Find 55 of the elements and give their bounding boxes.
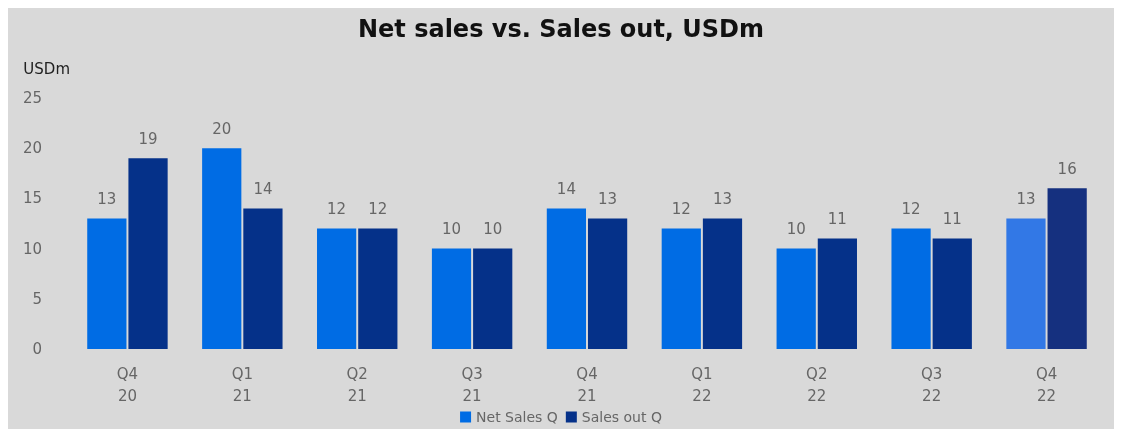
bar bbox=[587, 218, 628, 349]
bar bbox=[702, 218, 743, 349]
legend-label: Net Sales Q bbox=[476, 409, 558, 425]
bar bbox=[776, 248, 816, 349]
data-label: 11 bbox=[942, 210, 962, 229]
y-tick-label: 0 bbox=[32, 340, 42, 358]
y-tick-label: 10 bbox=[22, 239, 42, 258]
x-tick-label: Q3 22 bbox=[920, 365, 943, 405]
data-label: 20 bbox=[212, 119, 232, 138]
bar bbox=[817, 238, 857, 349]
bar bbox=[546, 208, 587, 349]
data-label: 12 bbox=[327, 200, 347, 219]
data-label: 13 bbox=[97, 189, 117, 208]
y-axis-title: USDm bbox=[23, 59, 70, 78]
data-label: 12 bbox=[671, 200, 691, 219]
bar bbox=[358, 228, 398, 349]
x-tick-label: Q1 21 bbox=[231, 365, 254, 405]
y-tick-label: 20 bbox=[22, 139, 42, 158]
data-label: 14 bbox=[253, 179, 273, 198]
x-tick-label: Q1 22 bbox=[691, 365, 713, 405]
bar bbox=[243, 208, 283, 349]
data-label: 12 bbox=[901, 200, 921, 219]
data-label: 10 bbox=[786, 220, 806, 239]
data-label: 19 bbox=[138, 129, 158, 148]
data-label: 13 bbox=[598, 189, 618, 208]
legend-label: Sales out Q bbox=[581, 409, 662, 425]
y-tick-label: 5 bbox=[32, 289, 42, 308]
data-label: 12 bbox=[368, 200, 388, 219]
data-label: 14 bbox=[556, 179, 576, 198]
x-tick-label: Q4 22 bbox=[1035, 365, 1058, 405]
x-tick-label: Q4 20 bbox=[116, 365, 139, 405]
bar bbox=[128, 158, 168, 349]
bar bbox=[317, 228, 357, 349]
bar bbox=[932, 238, 972, 349]
bar bbox=[891, 228, 931, 349]
bar bbox=[1006, 218, 1046, 349]
bar bbox=[87, 218, 127, 349]
y-tick-label: 15 bbox=[22, 189, 42, 208]
x-tick-label: Q2 22 bbox=[806, 365, 828, 405]
chart-title: Net sales vs. Sales out, USDm bbox=[357, 15, 765, 43]
bar bbox=[202, 148, 242, 349]
x-tick-label: Q3 21 bbox=[461, 365, 483, 405]
bar bbox=[431, 248, 472, 349]
y-tick-label: 25 bbox=[22, 89, 42, 107]
bar bbox=[473, 248, 513, 349]
data-label: 13 bbox=[712, 189, 733, 208]
data-label: 16 bbox=[1057, 159, 1077, 178]
data-label: 11 bbox=[827, 210, 847, 229]
data-label: 10 bbox=[483, 220, 503, 239]
bar bbox=[1047, 188, 1087, 349]
x-tick-label: Q4 21 bbox=[576, 365, 598, 405]
x-tick-label: Q2 21 bbox=[346, 365, 368, 405]
data-label: 10 bbox=[441, 220, 462, 239]
data-label: 13 bbox=[1016, 189, 1036, 208]
bar bbox=[661, 228, 701, 349]
